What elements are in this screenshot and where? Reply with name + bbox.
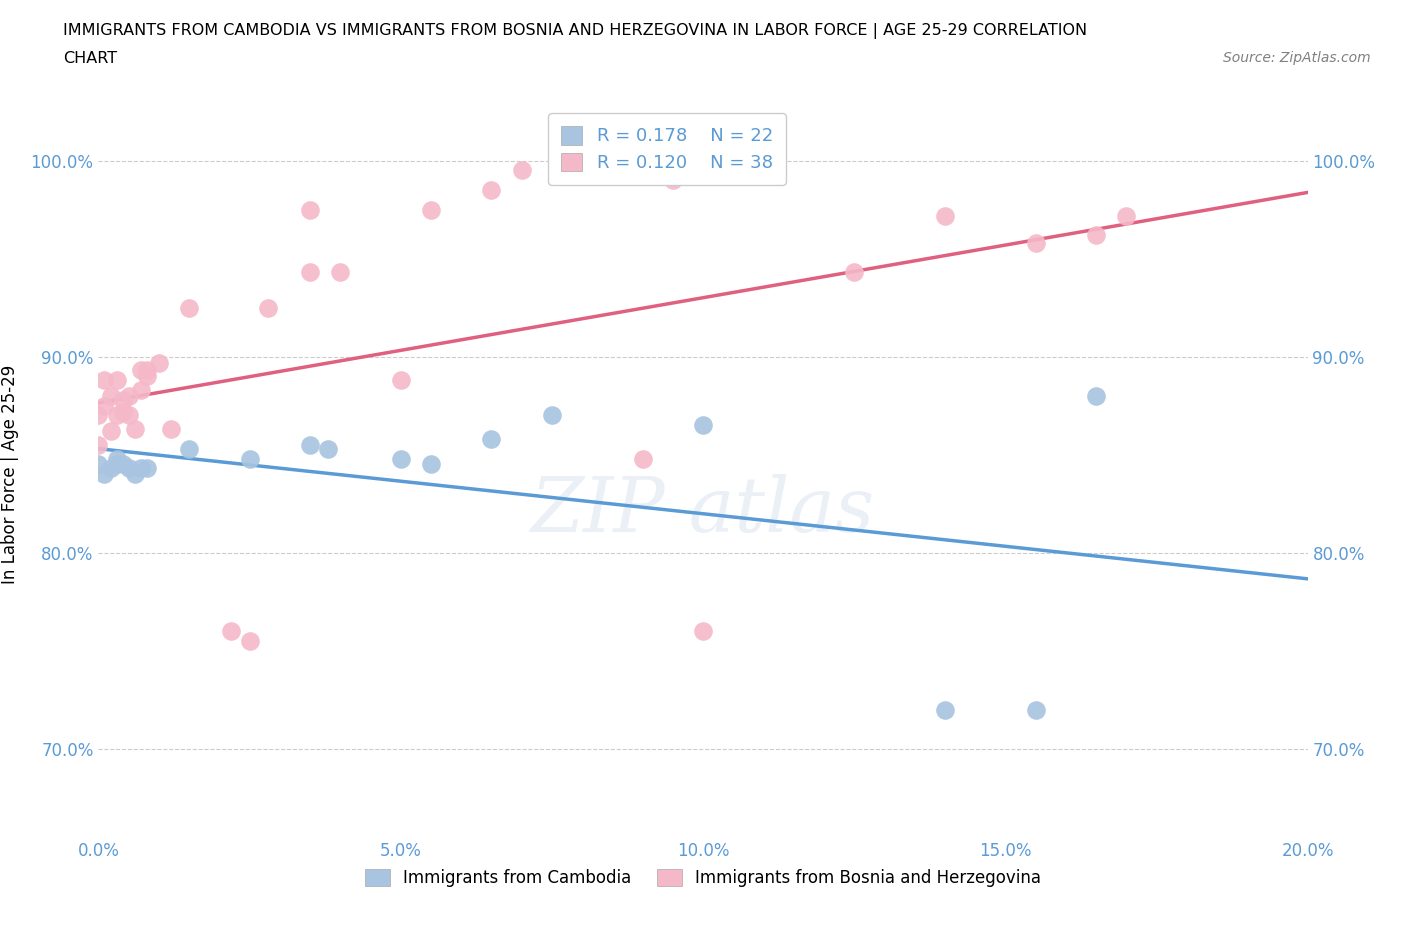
Y-axis label: In Labor Force | Age 25-29: In Labor Force | Age 25-29	[1, 365, 20, 584]
Point	[299, 265, 322, 280]
Point	[389, 373, 412, 388]
Point	[389, 451, 412, 466]
Point	[692, 624, 714, 639]
Point	[179, 442, 201, 457]
Point	[510, 163, 533, 178]
Point	[1115, 208, 1137, 223]
Point	[124, 422, 146, 437]
Point	[100, 424, 122, 439]
Point	[299, 202, 322, 217]
Point	[87, 408, 110, 423]
Point	[93, 373, 115, 388]
Point	[93, 467, 115, 482]
Point	[111, 405, 134, 419]
Point	[420, 457, 443, 472]
Legend: Immigrants from Cambodia, Immigrants from Bosnia and Herzegovina: Immigrants from Cambodia, Immigrants fro…	[359, 862, 1047, 894]
Point	[135, 369, 157, 384]
Text: Source: ZipAtlas.com: Source: ZipAtlas.com	[1223, 51, 1371, 65]
Point	[420, 202, 443, 217]
Point	[256, 300, 278, 315]
Point	[111, 392, 134, 407]
Point	[1085, 389, 1108, 404]
Point	[87, 437, 110, 452]
Point	[934, 208, 956, 223]
Point	[221, 624, 243, 639]
Point	[129, 382, 152, 397]
Point	[135, 363, 157, 378]
Point	[105, 373, 128, 388]
Point	[661, 173, 683, 188]
Point	[93, 398, 115, 413]
Point	[316, 442, 339, 457]
Point	[692, 418, 714, 432]
Point	[105, 408, 128, 423]
Point	[135, 461, 157, 476]
Point	[100, 389, 122, 404]
Point	[1024, 235, 1046, 250]
Point	[118, 461, 141, 476]
Point	[100, 461, 122, 476]
Point	[105, 451, 128, 466]
Point	[1085, 228, 1108, 243]
Point	[111, 457, 134, 472]
Text: IMMIGRANTS FROM CAMBODIA VS IMMIGRANTS FROM BOSNIA AND HERZEGOVINA IN LABOR FORC: IMMIGRANTS FROM CAMBODIA VS IMMIGRANTS F…	[63, 23, 1087, 39]
Text: CHART: CHART	[63, 51, 117, 66]
Point	[844, 265, 866, 280]
Point	[118, 408, 141, 423]
Point	[299, 437, 322, 452]
Point	[179, 300, 201, 315]
Point	[129, 461, 152, 476]
Point	[148, 355, 170, 370]
Point	[631, 451, 654, 466]
Text: ZIP atlas: ZIP atlas	[531, 473, 875, 548]
Point	[329, 265, 352, 280]
Point	[934, 702, 956, 717]
Point	[239, 451, 262, 466]
Point	[87, 457, 110, 472]
Point	[160, 422, 183, 437]
Point	[540, 408, 562, 423]
Point	[105, 457, 128, 472]
Point	[481, 432, 503, 446]
Point	[481, 182, 503, 197]
Point	[239, 633, 262, 648]
Point	[1024, 702, 1046, 717]
Point	[124, 467, 146, 482]
Point	[129, 363, 152, 378]
Point	[118, 389, 141, 404]
